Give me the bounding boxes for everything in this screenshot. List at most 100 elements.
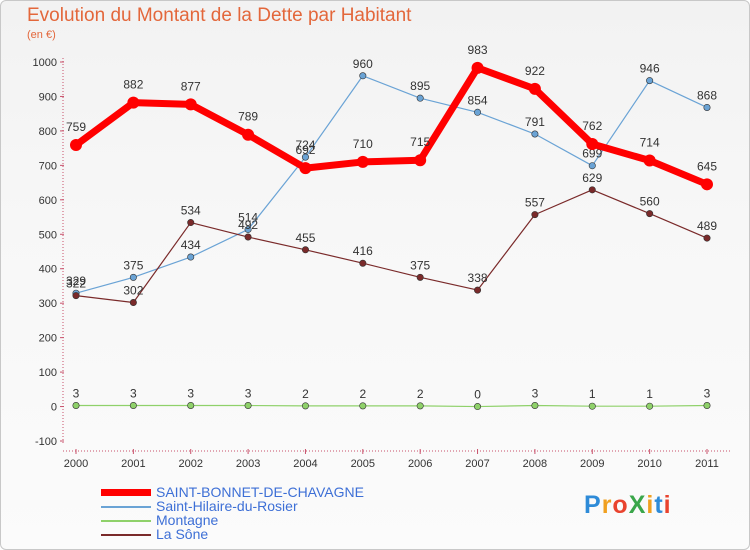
data-point — [474, 286, 482, 294]
data-label: 877 — [181, 79, 201, 93]
series-line — [73, 64, 709, 188]
data-label: 882 — [123, 78, 143, 92]
data-point — [471, 61, 484, 74]
data-label: 789 — [238, 110, 258, 124]
x-tick-label: 2003 — [236, 458, 260, 470]
data-point — [242, 128, 255, 141]
data-point — [244, 225, 252, 233]
line-chart: 10009008007006005004003002001000-1002000… — [33, 43, 732, 470]
data-label: 791 — [525, 115, 545, 129]
data-point — [72, 402, 80, 410]
data-point — [301, 153, 309, 161]
data-point — [301, 402, 309, 410]
data-label: 1 — [646, 387, 653, 401]
logo-letter: r — [601, 491, 613, 519]
data-label: 375 — [123, 258, 143, 272]
data-point — [301, 246, 309, 254]
legend-swatch — [101, 489, 151, 496]
data-label: 868 — [697, 88, 717, 102]
data-label: 724 — [295, 138, 315, 152]
data-label: 699 — [582, 147, 602, 161]
x-tick-label: 2006 — [408, 458, 432, 470]
legend-label: Saint-Hilaire-du-Rosier — [156, 498, 298, 514]
legend-label: Montagne — [156, 512, 219, 528]
data-point — [646, 402, 654, 410]
data-point — [646, 210, 654, 218]
x-tick-label: 2011 — [695, 458, 719, 470]
data-label: 895 — [410, 79, 430, 93]
data-point — [359, 72, 367, 80]
data-point — [643, 154, 656, 167]
data-label: 710 — [353, 137, 373, 151]
y-tick-label: 700 — [39, 160, 57, 172]
y-tick-label: 500 — [39, 229, 57, 241]
data-label: 983 — [468, 43, 488, 57]
data-point — [72, 292, 80, 300]
data-point — [703, 402, 711, 410]
series-saint-hilaire-du-rosier: 329 375 434 514 724 960 895 854 791 699 946 868 — [66, 57, 717, 297]
data-point — [701, 178, 713, 191]
data-label: 534 — [181, 204, 201, 218]
data-label: 2 — [302, 387, 309, 401]
legend-swatch — [101, 520, 151, 522]
data-label: 0 — [474, 388, 481, 402]
x-tick-label: 2007 — [465, 458, 489, 470]
x-tick-label: 2000 — [64, 458, 88, 470]
data-label: 322 — [66, 277, 86, 291]
data-label: 489 — [697, 219, 717, 233]
data-label: 329 — [66, 274, 86, 288]
data-label: 759 — [66, 120, 86, 134]
data-point — [127, 96, 140, 109]
data-point — [588, 186, 596, 194]
data-label: 455 — [295, 231, 315, 245]
data-label: 302 — [123, 283, 143, 297]
data-label: 434 — [181, 238, 201, 252]
data-point — [129, 298, 137, 306]
data-point — [588, 162, 596, 170]
proxiti-logo: ProXiti — [584, 491, 672, 520]
data-point — [187, 402, 195, 410]
data-label: 645 — [697, 159, 717, 173]
data-point — [244, 402, 252, 410]
data-label: 960 — [353, 57, 373, 71]
data-point — [416, 402, 424, 410]
data-label: 338 — [468, 271, 488, 285]
data-point — [70, 139, 82, 152]
logo-letter: i — [663, 491, 672, 519]
series-line — [76, 404, 708, 408]
logo-letter: o — [612, 491, 629, 519]
y-tick-label: 1000 — [33, 57, 57, 69]
data-point — [359, 259, 367, 267]
data-point — [416, 273, 424, 281]
data-point — [414, 154, 427, 167]
data-label: 762 — [582, 119, 602, 133]
data-point — [703, 234, 711, 242]
y-tick-label: 600 — [39, 195, 57, 207]
x-tick-label: 2001 — [121, 458, 145, 470]
data-point — [356, 155, 369, 168]
chart-title: Evolution du Montant de la Dette par Hab… — [27, 5, 412, 26]
data-label: 557 — [525, 196, 545, 210]
data-point — [703, 103, 711, 111]
data-label: 715 — [410, 135, 430, 149]
logo-letter: P — [584, 491, 602, 519]
series-saint-bonnet-de-chavagne: 759 882 877 789 692 710 715 983 922 762 714 645 — [66, 43, 717, 191]
data-label: 560 — [640, 195, 660, 209]
data-point — [184, 98, 197, 111]
logo-letter: X — [628, 491, 647, 519]
data-point — [359, 402, 367, 410]
y-tick-label: 0 — [51, 402, 57, 414]
data-point — [588, 402, 596, 410]
x-tick-label: 2005 — [351, 458, 375, 470]
series-montagne: 3 3 3 3 2 2 2 0 3 1 1 3 — [72, 387, 711, 411]
data-label: 2 — [417, 387, 424, 401]
x-tick-label: 2002 — [178, 458, 202, 470]
data-point — [129, 273, 137, 281]
y-tick-label: 200 — [39, 333, 57, 345]
data-label: 3 — [704, 387, 711, 401]
data-label: 629 — [582, 171, 602, 185]
data-label: 854 — [468, 93, 488, 107]
chart-subtitle: (en €) — [27, 29, 56, 41]
data-point — [129, 402, 137, 410]
